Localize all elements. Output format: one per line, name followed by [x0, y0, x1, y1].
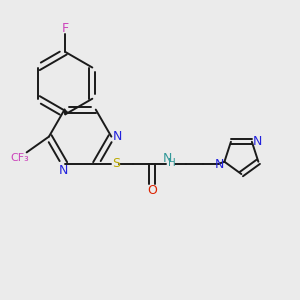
- Text: N: N: [253, 135, 262, 148]
- Text: N: N: [58, 164, 68, 177]
- Text: N: N: [214, 158, 224, 171]
- Text: H: H: [168, 158, 176, 168]
- Text: CF₃: CF₃: [11, 153, 29, 163]
- Text: N: N: [162, 152, 172, 165]
- Text: O: O: [147, 184, 157, 197]
- Text: S: S: [112, 157, 120, 170]
- Text: F: F: [62, 22, 69, 35]
- Text: N: N: [113, 130, 123, 143]
